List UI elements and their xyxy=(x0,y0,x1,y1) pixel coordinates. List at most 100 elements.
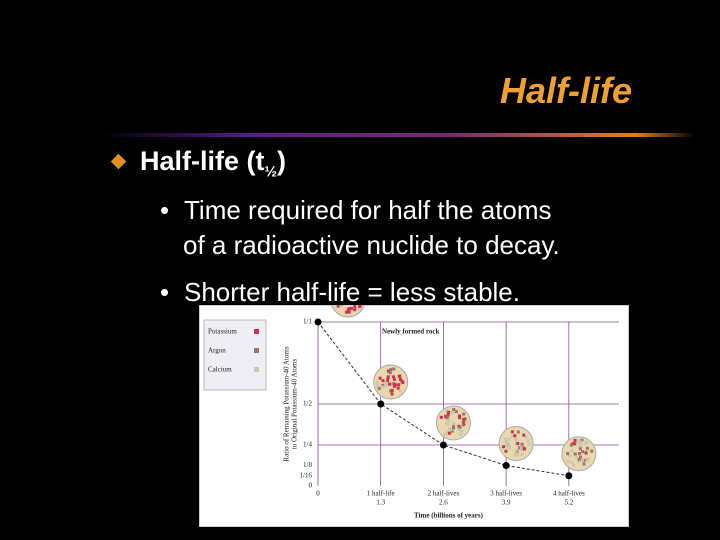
rock-grain xyxy=(386,375,390,379)
rock-grain xyxy=(347,310,351,314)
rock-grain xyxy=(386,369,390,373)
rock-grain xyxy=(524,435,528,439)
rock-grain xyxy=(377,387,381,391)
rock-grain xyxy=(521,444,525,448)
rock-grain xyxy=(447,431,451,435)
rock-grain xyxy=(513,434,517,438)
rock-grain xyxy=(396,386,400,390)
rock-grain xyxy=(580,458,584,462)
rock-grain xyxy=(566,460,570,464)
rock-grain xyxy=(571,442,575,446)
y-tick-label: 1/2 xyxy=(303,400,312,408)
rock-grain xyxy=(566,452,570,456)
rock-grain xyxy=(452,422,456,426)
x-tick-label: 3 half-lives xyxy=(490,490,522,498)
y-tick-label: 1/1 xyxy=(303,318,312,326)
rock-grain xyxy=(584,449,588,453)
sub-bullet-icon: • xyxy=(160,195,170,225)
rock-grain xyxy=(446,413,450,417)
rock-grain xyxy=(580,438,584,442)
rock-grain xyxy=(378,376,382,380)
rock-grain xyxy=(389,368,393,372)
rock-grain xyxy=(381,379,385,383)
rock-grain xyxy=(510,434,514,438)
rock-grain xyxy=(582,462,586,466)
legend-label: Argon xyxy=(208,347,226,355)
rock-grain xyxy=(392,382,396,386)
sub-bullet-text: Time required for half the atoms xyxy=(184,195,552,225)
rock-grain xyxy=(452,426,456,430)
rock-grain xyxy=(398,389,402,393)
rock-grain xyxy=(584,451,588,455)
x-tick-sublabel: 2.6 xyxy=(439,499,448,507)
rock-grain xyxy=(578,447,582,451)
rock-grain xyxy=(464,421,468,425)
rock-grain xyxy=(568,454,572,458)
x-axis-label: Time (billions of years) xyxy=(414,512,484,520)
figure-frame xyxy=(199,305,629,527)
data-point xyxy=(439,441,447,449)
rock-grain xyxy=(577,441,581,445)
y-tick-label: 1/4 xyxy=(303,441,312,449)
sub-bullet-icon: • xyxy=(160,277,170,307)
legend-swatch xyxy=(254,367,259,372)
rock-grain xyxy=(344,310,348,314)
rock-grain xyxy=(578,445,582,449)
rock-grain xyxy=(462,421,466,425)
rock-grain xyxy=(460,430,464,434)
rock-grain xyxy=(447,418,451,422)
bullet: Half-life (t½) xyxy=(140,146,286,180)
rock-grain xyxy=(501,445,505,449)
rock-grain xyxy=(570,449,574,453)
rock-grain xyxy=(586,458,590,462)
data-point xyxy=(314,318,322,326)
rock-grain xyxy=(516,452,520,456)
rock-grain xyxy=(507,446,511,450)
rock-grain xyxy=(516,430,520,434)
x-tick-label: 1 half-life xyxy=(367,490,395,498)
rock-grain xyxy=(400,379,404,383)
rock-grain xyxy=(446,415,450,419)
x-tick-sublabel: 1.3 xyxy=(376,499,385,507)
rock-grain xyxy=(452,424,456,428)
y-tick-label: 1/16 xyxy=(300,471,313,479)
rock-grain xyxy=(520,442,524,446)
data-point xyxy=(377,400,385,408)
rock-grain xyxy=(504,449,508,453)
rock-grain xyxy=(388,371,392,375)
sub-bullet-text: of a radioactive nuclide to decay. xyxy=(183,230,560,260)
legend-label: Potassium xyxy=(208,328,237,336)
y-tick-label: 0 xyxy=(309,482,313,490)
rock-grain xyxy=(451,411,455,415)
rock-grain xyxy=(458,416,462,420)
sub-bullet-text: Shorter half-life = less stable. xyxy=(184,277,520,307)
rock-grain xyxy=(514,448,518,452)
rock-grain xyxy=(574,456,578,460)
rock-grain xyxy=(520,452,524,456)
rock-grain xyxy=(398,377,402,381)
rock-grain xyxy=(517,446,521,450)
x-tick-sublabel: 5.2 xyxy=(564,499,573,507)
annotation: Newly formed rock xyxy=(382,328,440,336)
rock-grain xyxy=(450,429,454,433)
figure: 0 1/16 1/8 1/4 1/2 1/1 0 1 half-life 2 half-live… xyxy=(199,305,629,527)
rock-grain xyxy=(580,440,584,444)
rock-grain xyxy=(392,377,396,381)
x-tick-sublabel: 3.9 xyxy=(502,499,511,507)
rock-grain xyxy=(463,417,467,421)
rock-grain xyxy=(577,460,581,464)
rock-grain xyxy=(380,385,384,389)
rock-grain xyxy=(569,443,573,447)
y-axis-label: to Original Potassium-40 Atoms xyxy=(291,359,299,450)
rock-grain xyxy=(510,430,514,434)
rock-grain xyxy=(384,384,388,388)
rock-grain xyxy=(388,382,392,386)
rock-grain xyxy=(516,441,520,445)
rock-grain xyxy=(397,383,401,387)
rock-grain xyxy=(392,367,396,371)
rock-grain xyxy=(446,422,450,426)
data-point xyxy=(565,472,573,480)
rock-grain xyxy=(446,418,450,422)
rock-grain xyxy=(503,437,507,441)
